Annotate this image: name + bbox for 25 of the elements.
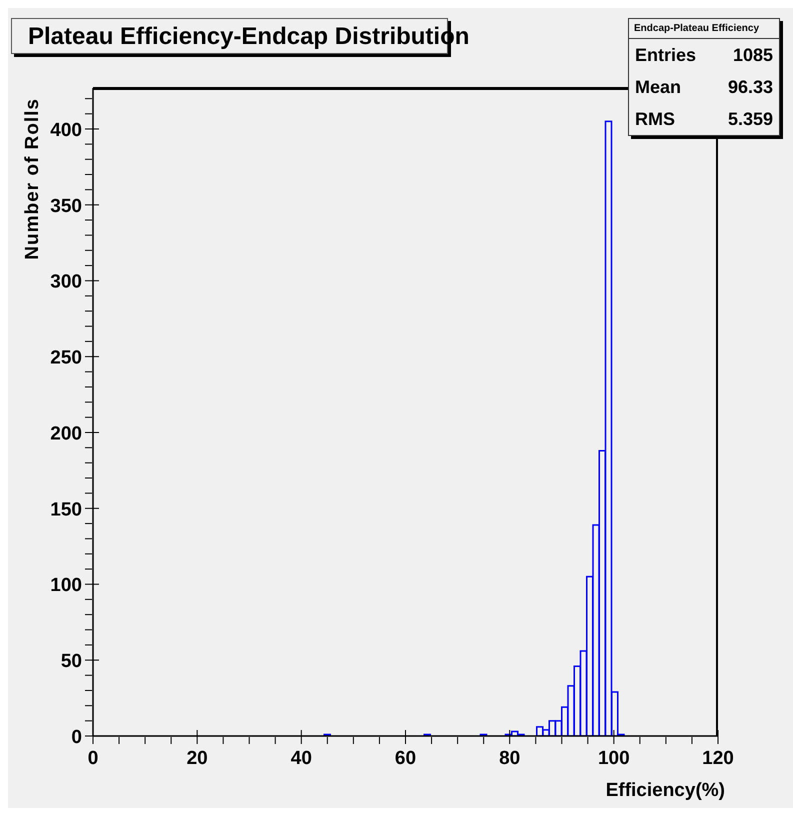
- text: Endcap-Plateau Efficiency: [629, 19, 779, 39]
- text: 1085: [732, 44, 773, 67]
- y-tick-label: 250: [50, 348, 82, 369]
- y-tick-label: 0: [71, 727, 82, 748]
- y-tick-label: 350: [50, 196, 82, 217]
- x-tick-label: 120: [702, 748, 734, 769]
- x-tick-label: 0: [88, 748, 98, 769]
- x-tick-label: 60: [394, 748, 416, 769]
- y-tick-label: 200: [50, 423, 82, 444]
- x-tick-label: 20: [186, 748, 208, 769]
- y-tick-label: 150: [50, 499, 82, 520]
- x-tick-label: 80: [499, 748, 520, 769]
- y-axis-title: Number of Rolls: [22, 98, 43, 260]
- x-tick-label: 40: [290, 748, 312, 769]
- y-tick-label: 400: [50, 120, 82, 141]
- y-tick-label: 100: [50, 575, 82, 596]
- text: Entries: [635, 44, 696, 67]
- y-tick-label: 50: [60, 651, 82, 672]
- annotation: Mean: [635, 76, 682, 99]
- text: 5.359: [728, 108, 773, 131]
- text: 96.33: [728, 76, 773, 99]
- x-tick-label: 100: [598, 748, 630, 769]
- annotation: RMS: [635, 108, 675, 131]
- x-axis-title: Efficiency(%): [606, 780, 725, 801]
- y-tick-label: 300: [50, 272, 82, 293]
